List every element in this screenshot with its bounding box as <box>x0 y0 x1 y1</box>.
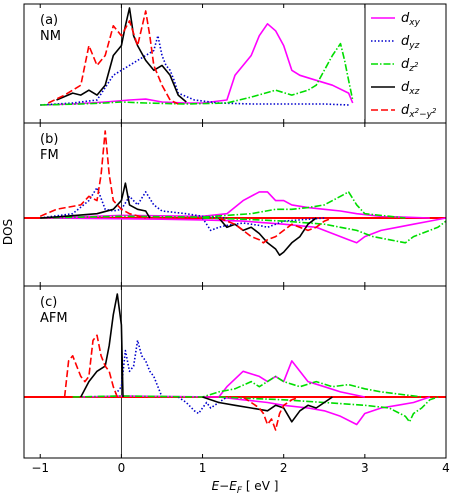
legend-box <box>364 3 447 124</box>
series-dz2-up <box>40 191 406 219</box>
panel-label-top: (b) <box>40 132 58 147</box>
legend-label-dxy: dxy <box>401 11 421 28</box>
x-tick-label: 4 <box>442 461 450 475</box>
series-dx2y2-up <box>39 130 146 219</box>
legend-label-dx2y2: dx2−y2 <box>401 103 437 120</box>
legend-label-dyz: dyz <box>401 34 420 51</box>
series-dx2y2-down <box>242 396 301 431</box>
series-dyz-up <box>112 339 163 398</box>
series-dxz-up <box>40 182 151 219</box>
legend-label-dxz: dxz <box>401 80 420 97</box>
legend: dxy dyz dz2 dxz dx2−y2 <box>364 3 447 124</box>
series-dz2-up <box>72 375 422 398</box>
panel-c: (c)AFM <box>23 285 447 459</box>
panel-label-top: (a) <box>40 13 58 28</box>
series-dxz-down <box>218 217 317 256</box>
x-tick-label: −1 <box>31 461 49 475</box>
panel-frame <box>23 285 447 459</box>
series-dxy-up <box>40 23 354 106</box>
series-dyz-down <box>201 217 325 232</box>
series-dxy-down <box>218 396 431 426</box>
x-tick-label: 2 <box>280 461 288 475</box>
series-dz2-down <box>202 217 447 244</box>
series-dyz-down <box>177 396 228 415</box>
panel-label-bottom: FM <box>40 148 59 163</box>
x-axis-label: E−EF [ eV ] <box>212 479 279 496</box>
panel-label-bottom: NM <box>40 29 61 44</box>
series-dxz-up <box>56 7 187 103</box>
series-dxz-down <box>202 396 333 423</box>
panel-b: (b)FM <box>23 122 447 287</box>
series-dz2-down <box>218 396 439 423</box>
x-axis-label-unit: [ eV ] <box>242 479 278 493</box>
series-dxy-up <box>40 191 430 219</box>
x-tick-labels: −1 0 1 2 3 4 <box>31 461 449 475</box>
x-tick-label: 3 <box>361 461 369 475</box>
panel-frame <box>23 122 447 287</box>
x-tick-label: 0 <box>118 461 126 475</box>
series-dx2y2-down <box>218 217 333 244</box>
legend-label-dz2: dz2 <box>401 57 419 74</box>
x-tick-label: 1 <box>199 461 207 475</box>
series-dx2y2-up <box>63 334 119 398</box>
series-dxz-up <box>80 293 124 398</box>
panel-label-bottom: AFM <box>40 311 68 326</box>
x-axis-label-base: E−E <box>212 479 238 493</box>
x-axis-label-sub: F <box>237 486 243 496</box>
series-dx2y2-up <box>47 10 179 105</box>
series-dz2-up <box>40 42 354 106</box>
series-dxy-down <box>40 217 447 244</box>
series-dyz-up <box>40 186 227 219</box>
y-axis-label: DOS <box>1 219 15 245</box>
panel-label-top: (c) <box>40 295 57 310</box>
series-dyz-up <box>40 34 349 106</box>
